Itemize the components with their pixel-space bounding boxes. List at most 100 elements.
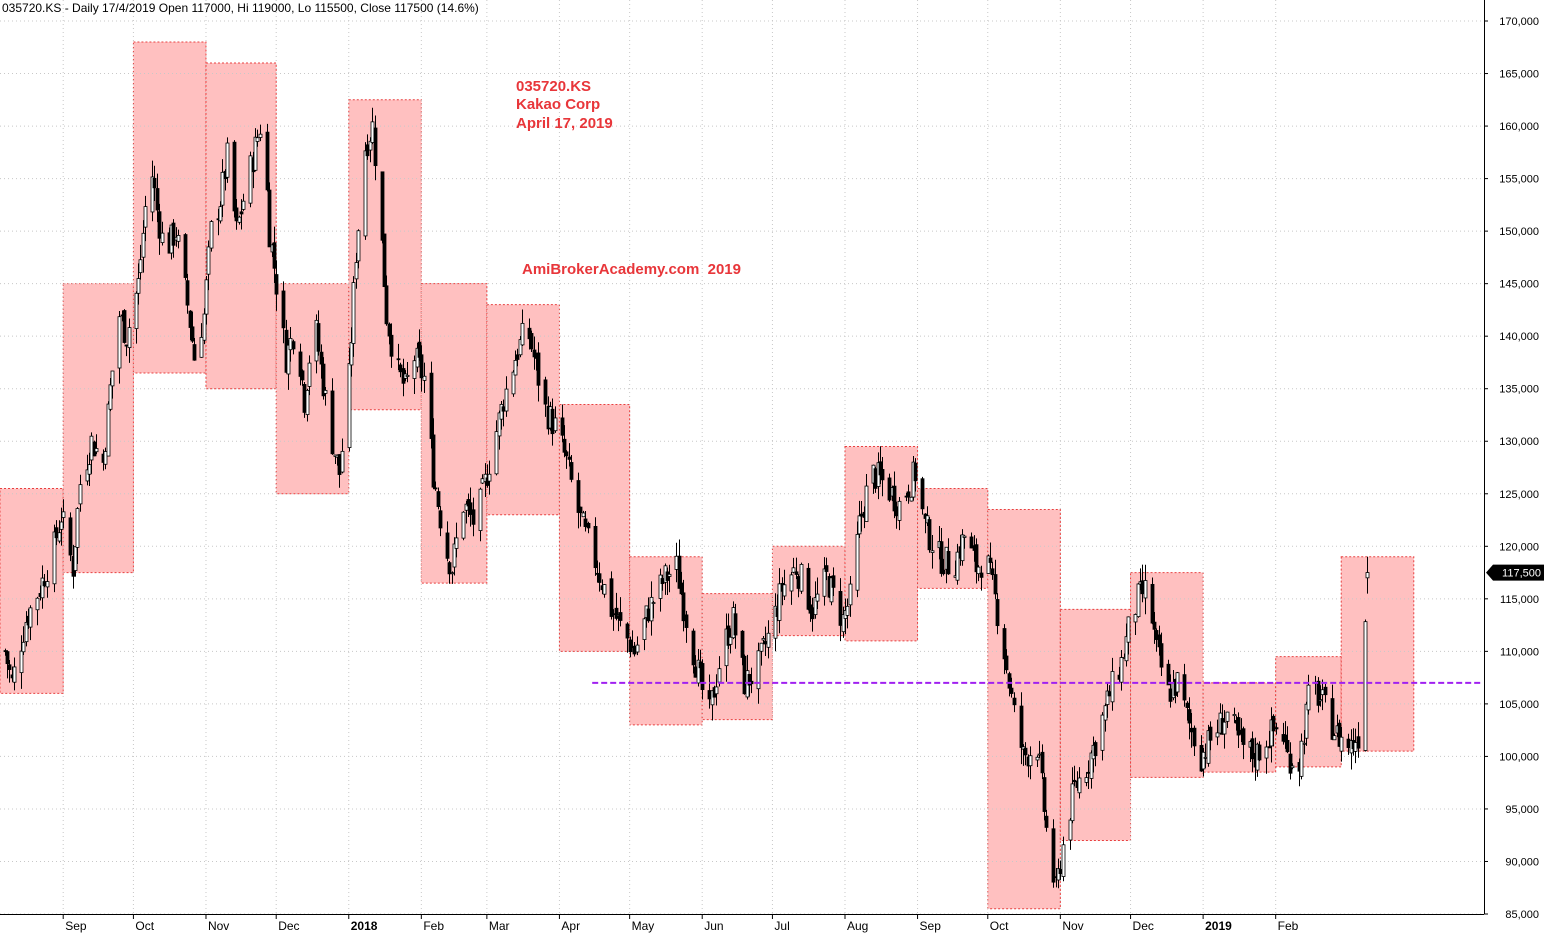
candle-body — [108, 384, 113, 410]
candle-body — [1189, 727, 1194, 733]
candle-body — [761, 638, 766, 641]
candle-body — [190, 326, 195, 342]
candle-body — [323, 389, 328, 394]
candle-body — [618, 612, 623, 621]
candle-body — [103, 451, 108, 465]
candle-body — [436, 491, 441, 507]
y-tick-label: 145,000 — [1499, 279, 1539, 291]
candle-body — [396, 358, 401, 361]
candle-body — [1241, 728, 1246, 745]
candle-body — [520, 322, 525, 346]
candle-body — [1288, 753, 1293, 774]
candle-body — [887, 477, 892, 501]
candle-body — [445, 532, 450, 559]
candle-body — [1185, 702, 1190, 708]
candle-body — [7, 664, 12, 670]
candle-body — [87, 464, 92, 475]
candle-body — [799, 564, 804, 592]
candle-body — [1159, 643, 1164, 668]
candle-body — [1316, 680, 1321, 706]
candle-body — [993, 574, 998, 595]
candle-body — [569, 462, 574, 480]
candle-body — [106, 403, 111, 457]
candle-body — [756, 650, 761, 690]
candle-body — [930, 550, 935, 553]
x-tick-label: Feb — [1278, 919, 1299, 933]
y-tick-label: 160,000 — [1499, 121, 1539, 133]
candle-body — [241, 200, 246, 210]
last-price-tag — [1486, 564, 1544, 581]
candle-body — [504, 388, 509, 412]
candle-body — [681, 592, 686, 622]
candle-body — [199, 337, 204, 358]
candle-body — [429, 372, 434, 439]
candle-body — [960, 534, 965, 562]
candle-body — [1356, 736, 1361, 749]
candle-body — [939, 541, 944, 574]
candle-body — [52, 531, 57, 585]
candle-body — [995, 599, 1000, 627]
candle-body — [1044, 815, 1049, 828]
candle-body — [614, 607, 619, 619]
candle-body — [728, 636, 733, 645]
candle-body — [45, 581, 50, 588]
y-tick-label: 120,000 — [1499, 541, 1539, 553]
candle-body — [160, 232, 165, 244]
candle-body — [815, 593, 820, 602]
candle-body — [990, 568, 995, 576]
candle-body — [1346, 738, 1351, 748]
candle-body — [642, 618, 647, 640]
candle-body — [134, 292, 139, 329]
candle-body — [946, 551, 951, 575]
candle-body — [848, 583, 853, 606]
candle-body — [1070, 783, 1075, 822]
candle-body — [368, 140, 373, 151]
candle-body — [21, 641, 26, 653]
candle-body — [536, 352, 541, 386]
candle-body — [1086, 771, 1091, 774]
candle-body — [597, 573, 602, 583]
candle-body — [185, 280, 190, 306]
candle-body — [19, 650, 24, 674]
candle-body — [1250, 738, 1255, 760]
candle-body — [138, 259, 143, 274]
candle-body — [1257, 744, 1262, 761]
candle-body — [412, 360, 417, 379]
candle-body — [1236, 717, 1241, 736]
x-tick-label: Oct — [990, 919, 1009, 933]
candle-body — [239, 211, 244, 215]
candle-body — [157, 211, 162, 239]
y-tick-label: 90,000 — [1505, 856, 1539, 868]
candle-body — [61, 511, 66, 518]
candle-body — [288, 338, 293, 351]
candle-body — [354, 262, 359, 280]
candle-body — [838, 591, 843, 626]
candle-body — [1332, 735, 1337, 741]
candle-body — [298, 351, 303, 377]
candle-body — [253, 136, 258, 171]
candle-body — [822, 568, 827, 597]
candle-body — [419, 354, 424, 379]
candle-body — [300, 370, 305, 381]
candle-body — [389, 334, 394, 357]
candle-body — [1042, 777, 1047, 812]
candle-body — [387, 323, 392, 337]
candle-body — [447, 562, 452, 575]
candle-body — [42, 581, 47, 587]
x-tick-label: Sep — [920, 919, 942, 933]
candle-body — [824, 565, 829, 572]
y-tick-label: 155,000 — [1499, 174, 1539, 186]
candle-body — [1365, 572, 1370, 579]
candle-body — [319, 351, 324, 365]
candle-body — [988, 557, 993, 563]
candle-body — [59, 521, 64, 530]
candle-body — [356, 230, 361, 262]
candle-body — [370, 121, 375, 143]
last-price-label: 117,500 — [1502, 568, 1541, 580]
candle-body — [845, 605, 850, 616]
candle-body — [143, 206, 148, 228]
candle-body — [880, 469, 885, 481]
